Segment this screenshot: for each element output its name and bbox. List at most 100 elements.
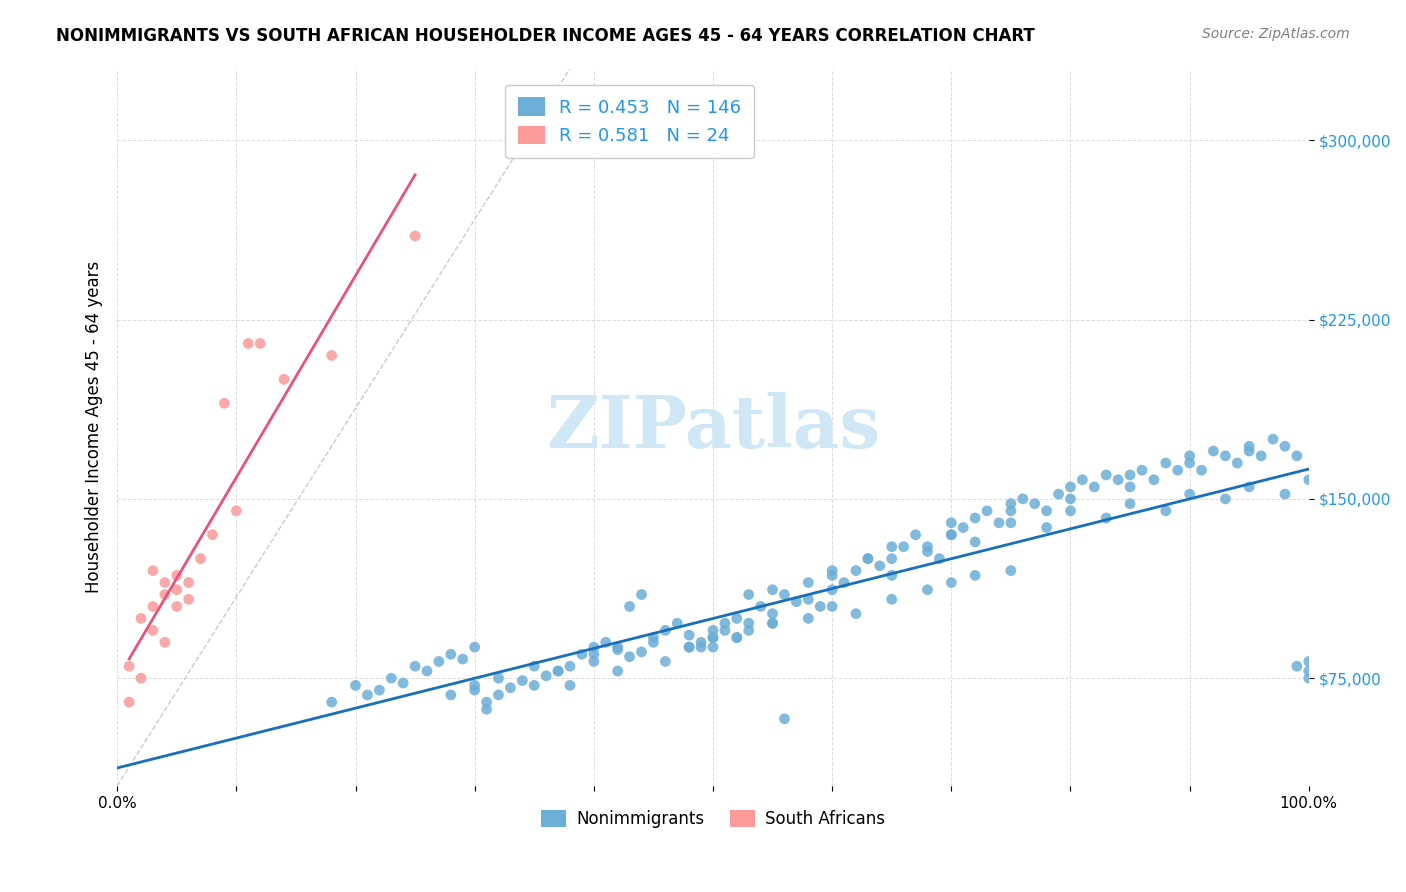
Point [558, 659, 581, 673]
Point [475, 695, 498, 709]
Point [1154, 456, 1177, 470]
Point [845, 564, 868, 578]
Point [1095, 467, 1118, 482]
Point [606, 642, 628, 657]
Point [1237, 444, 1260, 458]
Point [1167, 463, 1189, 477]
Point [558, 678, 581, 692]
Point [392, 676, 415, 690]
Point [404, 228, 426, 243]
Point [619, 649, 641, 664]
Point [1047, 487, 1070, 501]
Point [917, 544, 939, 558]
Point [761, 582, 783, 597]
Point [1237, 480, 1260, 494]
Point [976, 504, 998, 518]
Text: NONIMMIGRANTS VS SOUTH AFRICAN HOUSEHOLDER INCOME AGES 45 - 64 YEARS CORRELATION: NONIMMIGRANTS VS SOUTH AFRICAN HOUSEHOLD… [56, 27, 1035, 45]
Point [1298, 655, 1320, 669]
Point [177, 575, 200, 590]
Point [749, 599, 772, 614]
Point [1119, 480, 1142, 494]
Point [1226, 456, 1249, 470]
Point [1285, 659, 1308, 673]
Point [917, 540, 939, 554]
Point [440, 648, 463, 662]
Point [821, 599, 844, 614]
Point [177, 592, 200, 607]
Point [166, 568, 188, 582]
Point [571, 648, 593, 662]
Point [845, 607, 868, 621]
Point [1274, 439, 1296, 453]
Point [928, 551, 950, 566]
Point [702, 631, 724, 645]
Point [166, 582, 188, 597]
Point [1000, 564, 1022, 578]
Point [1000, 504, 1022, 518]
Point [880, 551, 903, 566]
Point [1261, 432, 1284, 446]
Point [427, 655, 450, 669]
Point [547, 664, 569, 678]
Point [488, 671, 510, 685]
Point [1083, 480, 1105, 494]
Text: ZIPatlas: ZIPatlas [546, 392, 880, 463]
Point [368, 683, 391, 698]
Point [1298, 671, 1320, 685]
Point [773, 587, 796, 601]
Point [1285, 449, 1308, 463]
Point [643, 631, 665, 645]
Point [773, 712, 796, 726]
Point [1119, 497, 1142, 511]
Y-axis label: Householder Income Ages 45 - 64 years: Householder Income Ages 45 - 64 years [86, 261, 103, 593]
Point [785, 595, 807, 609]
Point [534, 669, 557, 683]
Point [1059, 480, 1081, 494]
Point [702, 640, 724, 654]
Point [761, 607, 783, 621]
Point [1237, 439, 1260, 453]
Point [416, 664, 439, 678]
Point [725, 631, 748, 645]
Point [821, 582, 844, 597]
Point [153, 575, 176, 590]
Point [488, 688, 510, 702]
Point [475, 702, 498, 716]
Point [941, 527, 963, 541]
Point [1298, 664, 1320, 678]
Point [797, 592, 820, 607]
Point [1107, 473, 1129, 487]
Point [380, 671, 402, 685]
Point [1274, 487, 1296, 501]
Point [142, 599, 165, 614]
Point [1202, 444, 1225, 458]
Point [129, 671, 152, 685]
Point [952, 520, 974, 534]
Point [1035, 520, 1057, 534]
Point [832, 575, 855, 590]
Point [1119, 467, 1142, 482]
Point [738, 587, 761, 601]
Point [1215, 449, 1237, 463]
Point [917, 582, 939, 597]
Point [941, 575, 963, 590]
Point [190, 551, 212, 566]
Point [547, 664, 569, 678]
Point [630, 587, 652, 601]
Point [880, 540, 903, 554]
Point [1059, 504, 1081, 518]
Point [1071, 473, 1094, 487]
Legend: Nonimmigrants, South Africans: Nonimmigrants, South Africans [534, 804, 891, 835]
Point [643, 635, 665, 649]
Point [988, 516, 1011, 530]
Point [201, 527, 224, 541]
Point [1191, 463, 1213, 477]
Point [1215, 491, 1237, 506]
Point [464, 683, 486, 698]
Point [797, 575, 820, 590]
Point [761, 616, 783, 631]
Point [321, 348, 343, 362]
Point [595, 635, 617, 649]
Point [702, 631, 724, 645]
Point [690, 635, 713, 649]
